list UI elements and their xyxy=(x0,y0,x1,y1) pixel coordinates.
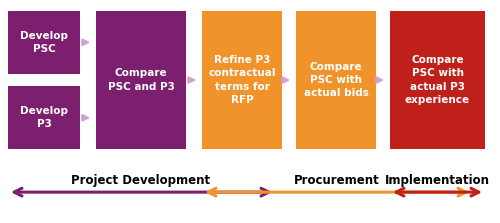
Text: Compare
PSC with
actual P3
experience: Compare PSC with actual P3 experience xyxy=(405,55,470,105)
Text: Project Development: Project Development xyxy=(72,174,210,187)
Bar xyxy=(296,11,376,149)
Bar xyxy=(96,11,186,149)
Bar xyxy=(390,11,485,149)
Text: Develop
PSC: Develop PSC xyxy=(20,31,68,54)
Text: Develop
P3: Develop P3 xyxy=(20,106,68,129)
Text: Compare
PSC with
actual bids: Compare PSC with actual bids xyxy=(304,62,368,98)
Text: Refine P3
contractual
terms for
RFP: Refine P3 contractual terms for RFP xyxy=(208,55,276,105)
Bar xyxy=(8,11,80,74)
Text: Compare
PSC and P3: Compare PSC and P3 xyxy=(108,68,174,92)
Text: Procurement: Procurement xyxy=(294,174,380,187)
Text: Implementation: Implementation xyxy=(384,174,490,187)
Bar xyxy=(202,11,282,149)
Bar xyxy=(8,86,80,149)
